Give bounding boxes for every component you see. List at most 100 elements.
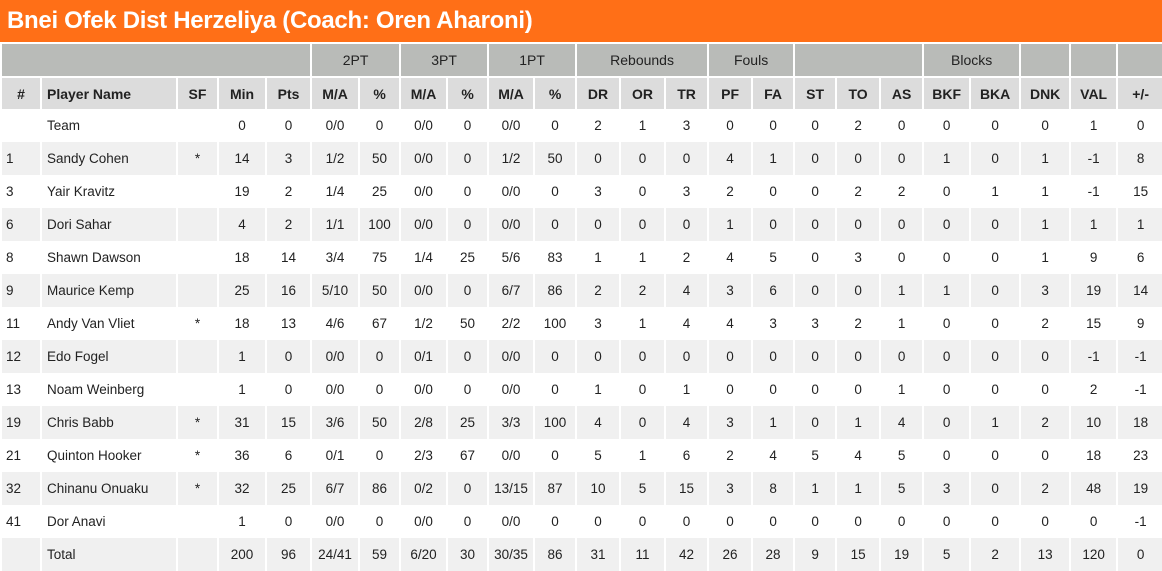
- stat-cell: [0, 109, 41, 142]
- column-header[interactable]: M/A: [310, 76, 360, 109]
- stat-cell: 0: [1069, 505, 1118, 538]
- column-header[interactable]: PF: [707, 76, 753, 109]
- stat-cell: 15: [835, 538, 881, 571]
- column-header[interactable]: Min: [217, 76, 266, 109]
- stat-cell: 1: [969, 406, 1021, 439]
- stat-cell: 0: [1116, 109, 1162, 142]
- stat-cell: 0: [835, 208, 881, 241]
- stat-cell: 36: [217, 439, 266, 472]
- stat-cell: 0: [922, 175, 971, 208]
- column-header[interactable]: SF: [176, 76, 218, 109]
- stat-cell: 0: [619, 175, 666, 208]
- stat-cell: 1: [1019, 142, 1071, 175]
- stat-cell: 9: [0, 274, 41, 307]
- column-header[interactable]: ST: [793, 76, 837, 109]
- stat-cell: 1: [1116, 208, 1162, 241]
- stat-cell: 0/0: [487, 208, 535, 241]
- stat-cell: 0: [664, 208, 709, 241]
- stat-cell: 120: [1069, 538, 1118, 571]
- column-header[interactable]: +/-: [1116, 76, 1162, 109]
- stat-cell: 25: [217, 274, 266, 307]
- column-header[interactable]: BKF: [922, 76, 971, 109]
- column-header[interactable]: AS: [879, 76, 924, 109]
- stat-cell: 0: [969, 505, 1021, 538]
- stat-cell: 9: [793, 538, 837, 571]
- column-header[interactable]: Pts: [264, 76, 312, 109]
- stat-cell: 14: [217, 142, 266, 175]
- stat-cell: 1: [217, 373, 266, 406]
- stat-cell: 0: [446, 208, 489, 241]
- stat-cell: 0: [446, 109, 489, 142]
- stat-cell: 30: [446, 538, 489, 571]
- stat-cell: 8: [751, 472, 795, 505]
- stat-cell: 1: [922, 274, 971, 307]
- player-name: Chris Babb: [40, 406, 177, 439]
- stat-cell: 0: [358, 505, 401, 538]
- column-header[interactable]: %: [446, 76, 489, 109]
- stat-cell: 2: [664, 241, 709, 274]
- column-header[interactable]: OR: [619, 76, 666, 109]
- stat-cell: 3/3: [487, 406, 535, 439]
- column-header[interactable]: DNK: [1019, 76, 1071, 109]
- stat-cell: 8: [1116, 142, 1162, 175]
- stat-cell: 0: [879, 340, 924, 373]
- column-header[interactable]: DR: [575, 76, 621, 109]
- stat-cell: 0: [969, 472, 1021, 505]
- stat-cell: -1: [1069, 340, 1118, 373]
- stat-cell: 4/6: [310, 307, 360, 340]
- player-row: 21 Quinton Hooker * 36 6 0/1 0 2/3 67 0/0 0 5 1 6 2 4 5 4…: [0, 439, 1162, 472]
- stat-cell: 2/3: [399, 439, 448, 472]
- stat-cell: 0: [446, 274, 489, 307]
- stat-cell: 1/2: [487, 142, 535, 175]
- column-header[interactable]: VAL: [1069, 76, 1118, 109]
- stat-cell: 0: [751, 109, 795, 142]
- stat-cell: 3: [751, 307, 795, 340]
- stat-cell: 2/8: [399, 406, 448, 439]
- column-header[interactable]: BKA: [969, 76, 1021, 109]
- stat-cell: 5: [793, 439, 837, 472]
- stat-cell: 18: [217, 307, 266, 340]
- column-header[interactable]: M/A: [399, 76, 448, 109]
- column-header[interactable]: TR: [664, 76, 709, 109]
- stat-cell: 0/0: [487, 373, 535, 406]
- column-header[interactable]: #: [0, 76, 41, 109]
- stat-cell: 0: [707, 109, 753, 142]
- column-header[interactable]: Player Name: [40, 76, 177, 109]
- stat-cell: 0: [922, 241, 971, 274]
- column-header[interactable]: FA: [751, 76, 795, 109]
- stat-cell: 100: [533, 307, 577, 340]
- column-header[interactable]: TO: [835, 76, 881, 109]
- stat-cell: 6: [1116, 241, 1162, 274]
- stat-cell: 6: [0, 208, 41, 241]
- stat-cell: 5: [619, 472, 666, 505]
- stat-cell: 50: [358, 274, 401, 307]
- stat-cell: 5: [751, 241, 795, 274]
- stat-cell: 0/0: [399, 208, 448, 241]
- column-header[interactable]: M/A: [487, 76, 535, 109]
- stat-cell: 1: [835, 472, 881, 505]
- stat-cell: 3: [922, 472, 971, 505]
- stat-cell: 0: [575, 340, 621, 373]
- stat-cell: 0: [1019, 505, 1071, 538]
- player-row: 12 Edo Fogel 1 0 0/0 0 0/1 0 0/0 0 0 0 0 0 0 0 0 0 0 0 0 -1 -1: [0, 340, 1162, 373]
- stat-cell: 86: [533, 274, 577, 307]
- stat-cell: 0/0: [310, 373, 360, 406]
- stat-cell: 13: [264, 307, 312, 340]
- stat-cell: 19: [217, 175, 266, 208]
- player-name: Total: [40, 538, 177, 571]
- stat-cell: -1: [1116, 340, 1162, 373]
- player-name: Shawn Dawson: [40, 241, 177, 274]
- column-header[interactable]: %: [358, 76, 401, 109]
- stat-cell: 0: [793, 373, 837, 406]
- column-group-header: [1069, 42, 1118, 77]
- column-group-header: [1116, 42, 1162, 77]
- column-header[interactable]: %: [533, 76, 577, 109]
- stat-cell: 5: [879, 439, 924, 472]
- stat-cell: -1: [1069, 142, 1118, 175]
- stat-cell: 4: [707, 241, 753, 274]
- stat-cell: 25: [446, 241, 489, 274]
- stat-cell: *: [176, 406, 218, 439]
- column-group-header: [793, 42, 924, 77]
- stat-cell: 1: [217, 505, 266, 538]
- stat-cell: 3: [664, 109, 709, 142]
